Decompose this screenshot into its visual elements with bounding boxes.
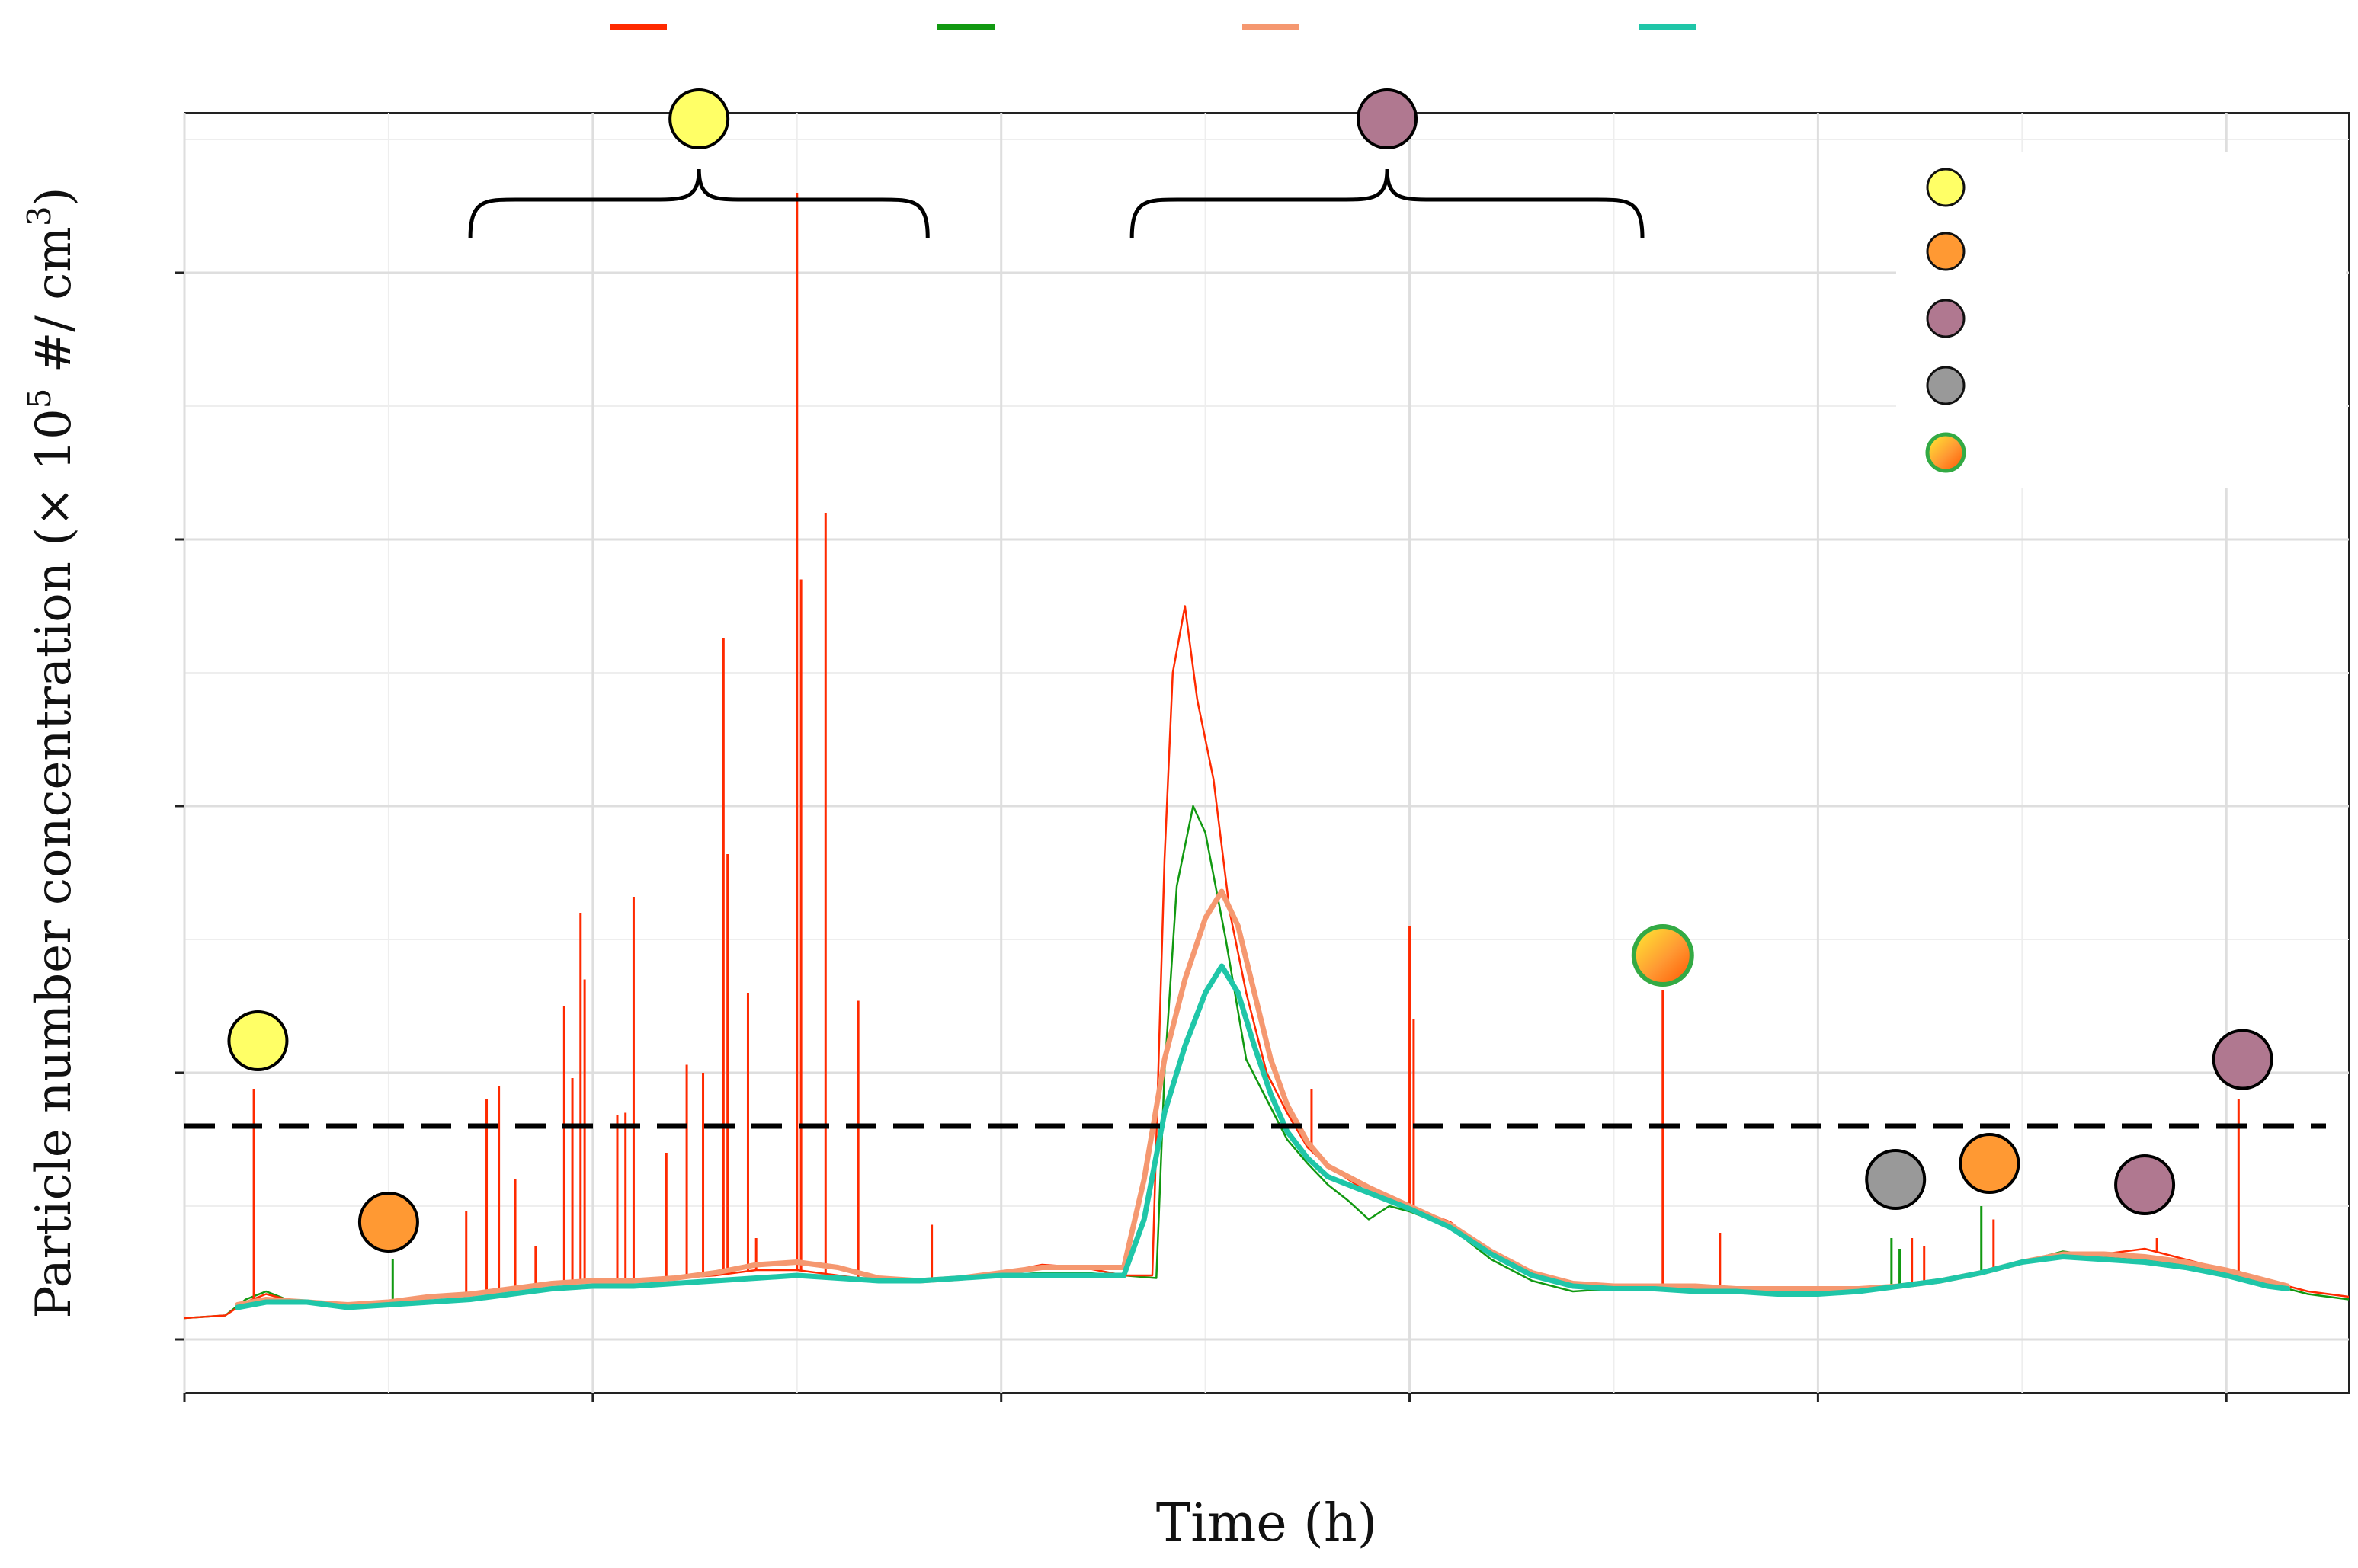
y-axis-label-suffix: ) [26,187,82,206]
activity-legend-swatch [1926,168,1966,207]
series-layer [184,193,2349,1320]
x-axis-label: Time (h) [1156,1493,1377,1554]
y-axis-label-exp2: 3 [21,206,58,226]
activity-marker-2-circle [357,1192,419,1253]
y-axis-label: Particle number concentration (× 105 #/ … [21,187,82,1318]
activity-legend-swatch [1925,432,1966,473]
annotation-layer [227,88,2273,1253]
activity-legend-swatch [1926,232,1966,271]
activity-marker-9-circle [2114,1154,2176,1215]
activity-marker-6-circle [1631,924,1694,987]
y-axis-label-exp1: 5 [21,389,58,409]
legend-activities [1896,152,2346,488]
activity-marker-10-circle [2212,1029,2273,1090]
y-axis-label-mid: #/ cm [26,226,82,388]
activity-marker-8-circle [1959,1133,2020,1194]
bracket-marker-3-circle [668,88,730,149]
bracket-5 [1129,168,1645,238]
activity-marker-7-circle [1865,1149,1927,1210]
axes [175,271,2228,1402]
series-line-far-field-ste [235,963,2291,1310]
activity-legend-swatch [1926,299,1966,338]
bracket-marker-5-circle [1357,88,1418,149]
activity-legend-swatch [1926,366,1966,405]
activity-legend-box [1896,152,2346,488]
activity-marker-1-circle [227,1010,289,1071]
y-axis-label-prefix: Particle number concentration (× 10 [26,408,82,1318]
bracket-3 [468,168,930,238]
